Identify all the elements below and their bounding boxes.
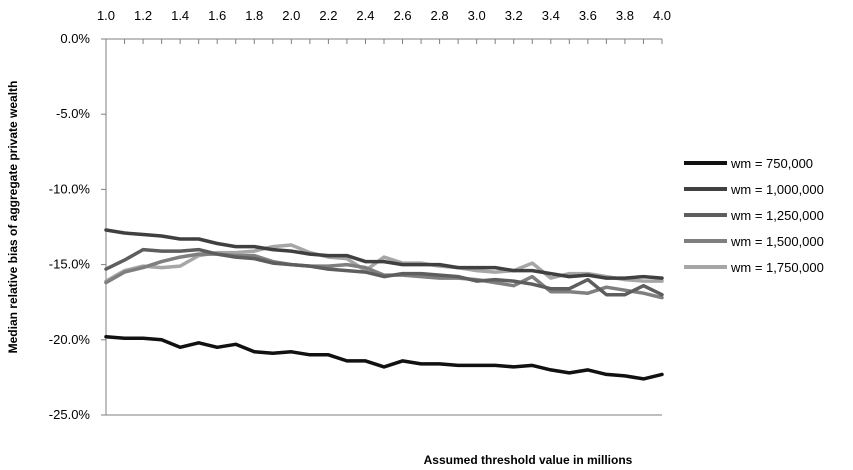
x-tick-label: 2.4 bbox=[356, 8, 374, 23]
x-tick-label: 1.0 bbox=[97, 8, 115, 23]
x-tick-label: 1.2 bbox=[134, 8, 152, 23]
y-tick-labels: 0.0% -5.0% -10.0% -15.0% -20.0% -25.0% bbox=[49, 31, 91, 422]
y-tick-label: -15.0% bbox=[49, 257, 91, 272]
legend-label: wm = 1,250,000 bbox=[730, 208, 824, 223]
x-tick-label: 3.4 bbox=[542, 8, 560, 23]
x-tick-label: 1.4 bbox=[171, 8, 189, 23]
y-tick-label: -10.0% bbox=[49, 181, 91, 196]
series-line-2 bbox=[104, 228, 664, 280]
series-lines bbox=[104, 228, 664, 381]
x-tick-label: 4.0 bbox=[653, 8, 671, 23]
x-tick-label: 1.8 bbox=[245, 8, 263, 23]
legend-label: wm = 750,000 bbox=[730, 156, 813, 171]
y-tick-marks bbox=[101, 38, 106, 416]
x-tick-label: 2.6 bbox=[393, 8, 411, 23]
y-tick-label: -25.0% bbox=[49, 407, 91, 422]
y-tick-label: -5.0% bbox=[56, 106, 90, 121]
x-tick-label: 3.6 bbox=[579, 8, 597, 23]
x-tick-labels: 1.0 1.2 1.4 1.6 1.8 2.0 2.2 2.4 2.6 2.8 3.0 3.2 3.4 3… bbox=[97, 8, 671, 23]
x-tick-label: 3.2 bbox=[505, 8, 523, 23]
legend-label: wm = 1,500,000 bbox=[730, 234, 824, 249]
legend: wm = 750,000 wm = 1,000,000 wm = 1,250,000… bbox=[684, 156, 824, 275]
y-axis-title: Median relative bias of aggregate privat… bbox=[6, 81, 20, 354]
legend-label: wm = 1,000,000 bbox=[730, 182, 824, 197]
series-line-3 bbox=[104, 247, 664, 297]
x-tick-label: 3.8 bbox=[616, 8, 634, 23]
y-tick-label: -20.0% bbox=[49, 332, 91, 347]
x-tick-label: 3.0 bbox=[468, 8, 486, 23]
x-tick-label: 1.6 bbox=[208, 8, 226, 23]
x-tick-label: 2.8 bbox=[431, 8, 449, 23]
y-tick-label: 0.0% bbox=[60, 31, 90, 46]
x-tick-label: 2.2 bbox=[319, 8, 337, 23]
legend-label: wm = 1,750,000 bbox=[730, 260, 824, 275]
plot-area: 1.0 1.2 1.4 1.6 1.8 2.0 2.2 2.4 2.6 2.8 3.0 3.2 3.4 3… bbox=[49, 8, 671, 422]
x-tick-marks bbox=[105, 39, 663, 44]
x-axis-title: Assumed threshold value in millions bbox=[424, 453, 633, 467]
series-line-1 bbox=[104, 335, 664, 381]
x-tick-label: 2.0 bbox=[282, 8, 300, 23]
